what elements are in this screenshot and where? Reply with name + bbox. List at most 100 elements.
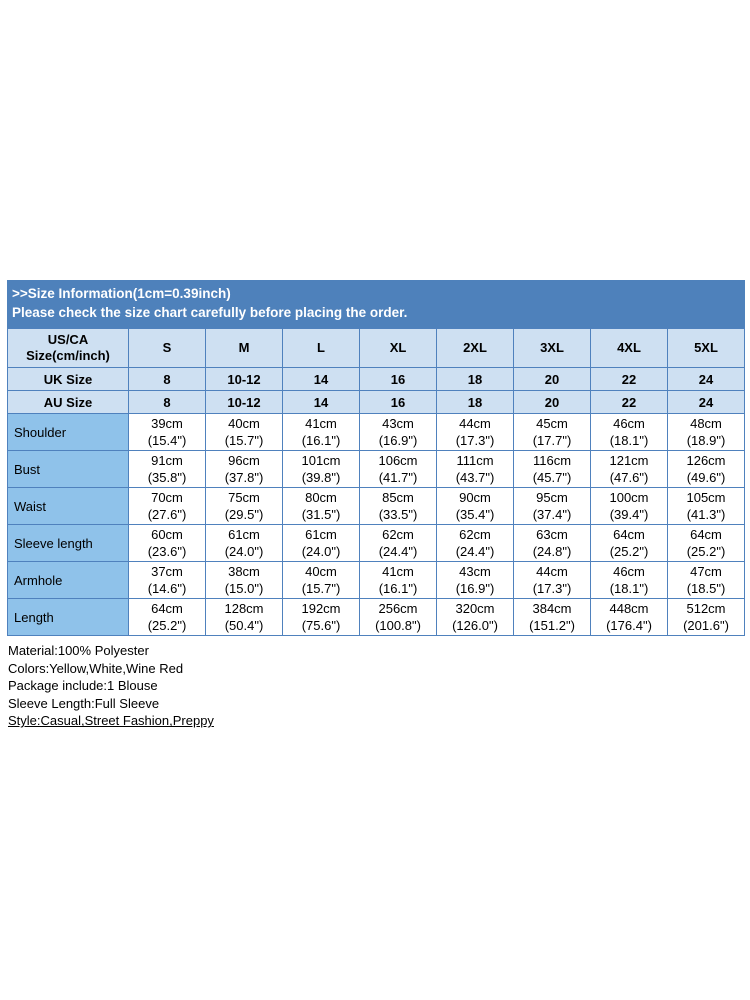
au-size-value: 8 [128, 390, 206, 414]
measurement-cell: 64cm (25.2") [667, 524, 745, 562]
note-sleeve-length: Sleeve Length:Full Sleeve [8, 695, 160, 711]
measurement-cell: 95cm (37.4") [513, 487, 591, 525]
measurement-cell: 100cm (39.4") [590, 487, 668, 525]
measurement-cell: 128cm (50.4") [205, 598, 283, 636]
measurement-cell: 126cm (49.6") [667, 450, 745, 488]
au-size-value: 10-12 [205, 390, 283, 414]
size-col-header: M [205, 328, 283, 368]
uk-size-value: 22 [590, 367, 668, 391]
uk-size-value: 18 [436, 367, 514, 391]
measurement-cell: 75cm (29.5") [205, 487, 283, 525]
note-style: Style:Casual,Street Fashion,Preppy [8, 713, 214, 729]
measurement-cell: 41cm (16.1") [359, 561, 437, 599]
measurement-row-sleeve-length: Sleeve length 60cm (23.6") 61cm (24.0") … [7, 524, 745, 562]
measurement-row-waist: Waist 70cm (27.6") 75cm (29.5") 80cm (31… [7, 487, 745, 525]
measurement-cell: 192cm (75.6") [282, 598, 360, 636]
measurement-cell: 37cm (14.6") [128, 561, 206, 599]
measurement-cell: 101cm (39.8") [282, 450, 360, 488]
size-system-header: US/CA Size(cm/inch) [7, 328, 129, 368]
size-col-header: 2XL [436, 328, 514, 368]
measurement-cell: 60cm (23.6") [128, 524, 206, 562]
measurement-cell: 96cm (37.8") [205, 450, 283, 488]
measurement-cell: 121cm (47.6") [590, 450, 668, 488]
au-size-value: 20 [513, 390, 591, 414]
measurement-label: Bust [7, 450, 129, 488]
measurement-cell: 40cm (15.7") [205, 413, 283, 451]
measurement-cell: 62cm (24.4") [436, 524, 514, 562]
measurement-cell: 62cm (24.4") [359, 524, 437, 562]
uk-size-value: 8 [128, 367, 206, 391]
au-size-label: AU Size [7, 390, 129, 414]
measurement-label: Sleeve length [7, 524, 129, 562]
measurement-cell: 256cm (100.8") [359, 598, 437, 636]
measurement-cell: 116cm (45.7") [513, 450, 591, 488]
au-size-value: 24 [667, 390, 745, 414]
au-size-row: AU Size 8 10-12 14 16 18 20 22 24 [7, 390, 745, 414]
measurement-cell: 39cm (15.4") [128, 413, 206, 451]
size-col-header: XL [359, 328, 437, 368]
uk-size-value: 24 [667, 367, 745, 391]
measurement-cell: 43cm (16.9") [436, 561, 514, 599]
measurement-cell: 40cm (15.7") [282, 561, 360, 599]
measurement-cell: 320cm (126.0") [436, 598, 514, 636]
measurement-row-armhole: Armhole 37cm (14.6") 38cm (15.0") 40cm (… [7, 561, 745, 599]
note-package: Package include:1 Blouse [8, 678, 158, 694]
measurement-row-shoulder: Shoulder 39cm (15.4") 40cm (15.7") 41cm … [7, 413, 745, 451]
uk-size-row: UK Size 8 10-12 14 16 18 20 22 24 [7, 367, 745, 391]
measurement-cell: 38cm (15.0") [205, 561, 283, 599]
measurement-cell: 512cm (201.6") [667, 598, 745, 636]
size-info-sheet: >>Size Information(1cm=0.39inch) Please … [7, 280, 745, 730]
au-size-value: 16 [359, 390, 437, 414]
measurement-cell: 111cm (43.7") [436, 450, 514, 488]
measurement-cell: 80cm (31.5") [282, 487, 360, 525]
size-col-header: 5XL [667, 328, 745, 368]
au-size-value: 14 [282, 390, 360, 414]
measurement-label: Waist [7, 487, 129, 525]
banner-subtitle: Please check the size chart carefully be… [12, 304, 408, 320]
measurement-cell: 47cm (18.5") [667, 561, 745, 599]
uk-size-label: UK Size [7, 367, 129, 391]
size-header-row: US/CA Size(cm/inch) S M L XL 2XL 3XL 4XL… [7, 328, 745, 368]
measurement-cell: 63cm (24.8") [513, 524, 591, 562]
measurement-label: Armhole [7, 561, 129, 599]
measurement-cell: 44cm (17.3") [513, 561, 591, 599]
measurement-cell: 61cm (24.0") [282, 524, 360, 562]
measurement-cell: 70cm (27.6") [128, 487, 206, 525]
measurement-cell: 41cm (16.1") [282, 413, 360, 451]
measurement-cell: 46cm (18.1") [590, 413, 668, 451]
measurement-cell: 44cm (17.3") [436, 413, 514, 451]
measurement-label: Length [7, 598, 129, 636]
measurement-row-length: Length 64cm (25.2") 128cm (50.4") 192cm … [7, 598, 745, 636]
measurement-cell: 106cm (41.7") [359, 450, 437, 488]
measurement-cell: 91cm (35.8") [128, 450, 206, 488]
au-size-value: 18 [436, 390, 514, 414]
measurement-cell: 46cm (18.1") [590, 561, 668, 599]
measurement-cell: 448cm (176.4") [590, 598, 668, 636]
measurement-cell: 85cm (33.5") [359, 487, 437, 525]
note-colors: Colors:Yellow,White,Wine Red [8, 660, 184, 676]
size-chart-table: US/CA Size(cm/inch) S M L XL 2XL 3XL 4XL… [7, 328, 745, 636]
measurement-cell: 64cm (25.2") [128, 598, 206, 636]
size-info-banner: >>Size Information(1cm=0.39inch) Please … [7, 280, 745, 328]
measurement-cell: 43cm (16.9") [359, 413, 437, 451]
measurement-cell: 105cm (41.3") [667, 487, 745, 525]
measurement-cell: 45cm (17.7") [513, 413, 591, 451]
measurement-cell: 90cm (35.4") [436, 487, 514, 525]
measurement-row-bust: Bust 91cm (35.8") 96cm (37.8") 101cm (39… [7, 450, 745, 488]
measurement-cell: 48cm (18.9") [667, 413, 745, 451]
uk-size-value: 16 [359, 367, 437, 391]
measurement-cell: 384cm (151.2") [513, 598, 591, 636]
measurement-cell: 61cm (24.0") [205, 524, 283, 562]
product-notes: Material:100% Polyester Colors:Yellow,Wh… [7, 642, 745, 730]
size-col-header: 3XL [513, 328, 591, 368]
uk-size-value: 10-12 [205, 367, 283, 391]
uk-size-value: 14 [282, 367, 360, 391]
uk-size-value: 20 [513, 367, 591, 391]
measurement-cell: 64cm (25.2") [590, 524, 668, 562]
banner-title: >>Size Information(1cm=0.39inch) [12, 286, 231, 301]
size-col-header: S [128, 328, 206, 368]
note-material: Material:100% Polyester [8, 643, 149, 658]
measurement-label: Shoulder [7, 413, 129, 451]
size-col-header: 4XL [590, 328, 668, 368]
au-size-value: 22 [590, 390, 668, 414]
